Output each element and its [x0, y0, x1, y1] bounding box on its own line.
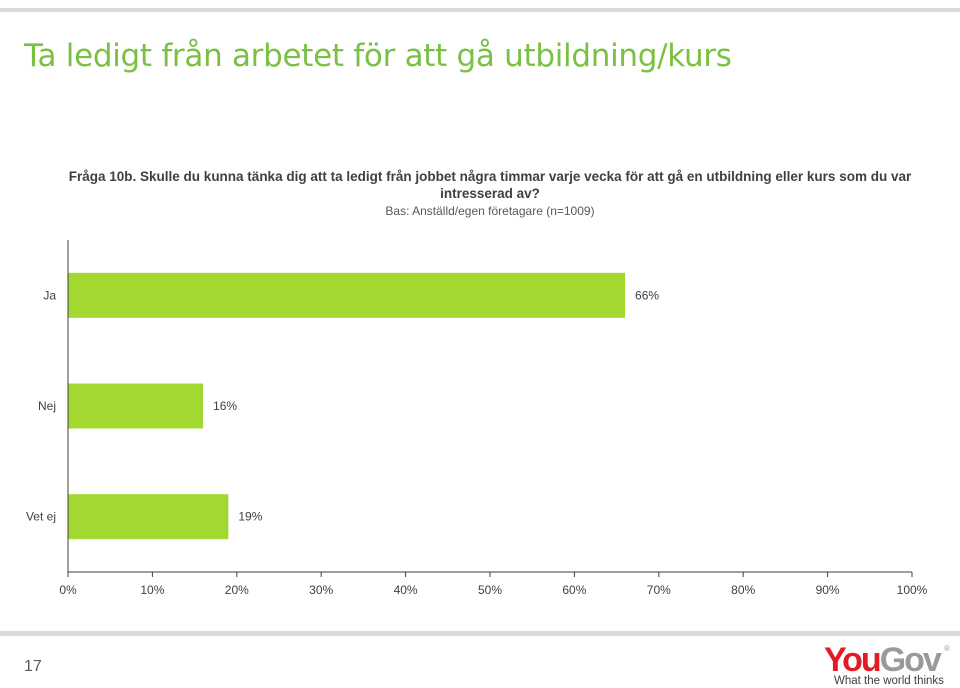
top-rule [0, 8, 960, 12]
x-tick-label-0: 0% [59, 583, 77, 597]
x-tick-label-6: 60% [562, 583, 586, 597]
slide-title: Ta ledigt från arbetet för att gå utbild… [24, 38, 732, 74]
category-label-2: Vet ej [26, 510, 56, 524]
x-tick-label-2: 20% [225, 583, 249, 597]
x-tick-label-9: 90% [816, 583, 840, 597]
question-text: Fråga 10b. Skulle du kunna tänka dig att… [68, 169, 912, 201]
x-tick-label-4: 40% [394, 583, 418, 597]
category-label-0: Ja [43, 288, 56, 302]
value-label-1: 16% [213, 399, 237, 413]
x-tick-label-8: 80% [731, 583, 755, 597]
logo-you: You [824, 641, 882, 679]
yougov-logo: YouGov ® What the world thinks [824, 642, 954, 688]
x-tick-label-10: 100% [897, 583, 928, 597]
x-tick-label-7: 70% [647, 583, 671, 597]
bar-1 [68, 383, 204, 429]
bottom-rule [0, 631, 960, 636]
logo-gov: Gov [879, 641, 942, 679]
value-label-0: 66% [635, 288, 659, 302]
x-tick-label-3: 30% [309, 583, 333, 597]
logo-registered-mark: ® [944, 644, 950, 653]
bar-chart: Ja 66% Nej 16% Vet ej 19% 0% 10% 20% 30% 40% 50% 60%… [26, 240, 928, 597]
x-tick-label-1: 10% [140, 583, 164, 597]
page-number: 17 [24, 658, 42, 675]
value-label-2: 19% [238, 510, 262, 524]
x-tick-label-5: 50% [478, 583, 502, 597]
category-label-1: Nej [38, 399, 56, 413]
logo-tagline: What the world thinks [834, 675, 944, 687]
bar-2 [68, 494, 229, 540]
logo-wordmark: YouGov [824, 641, 942, 679]
base-text: Bas: Anställd/egen företagare (n=1009) [385, 204, 595, 218]
bar-0 [68, 272, 626, 318]
